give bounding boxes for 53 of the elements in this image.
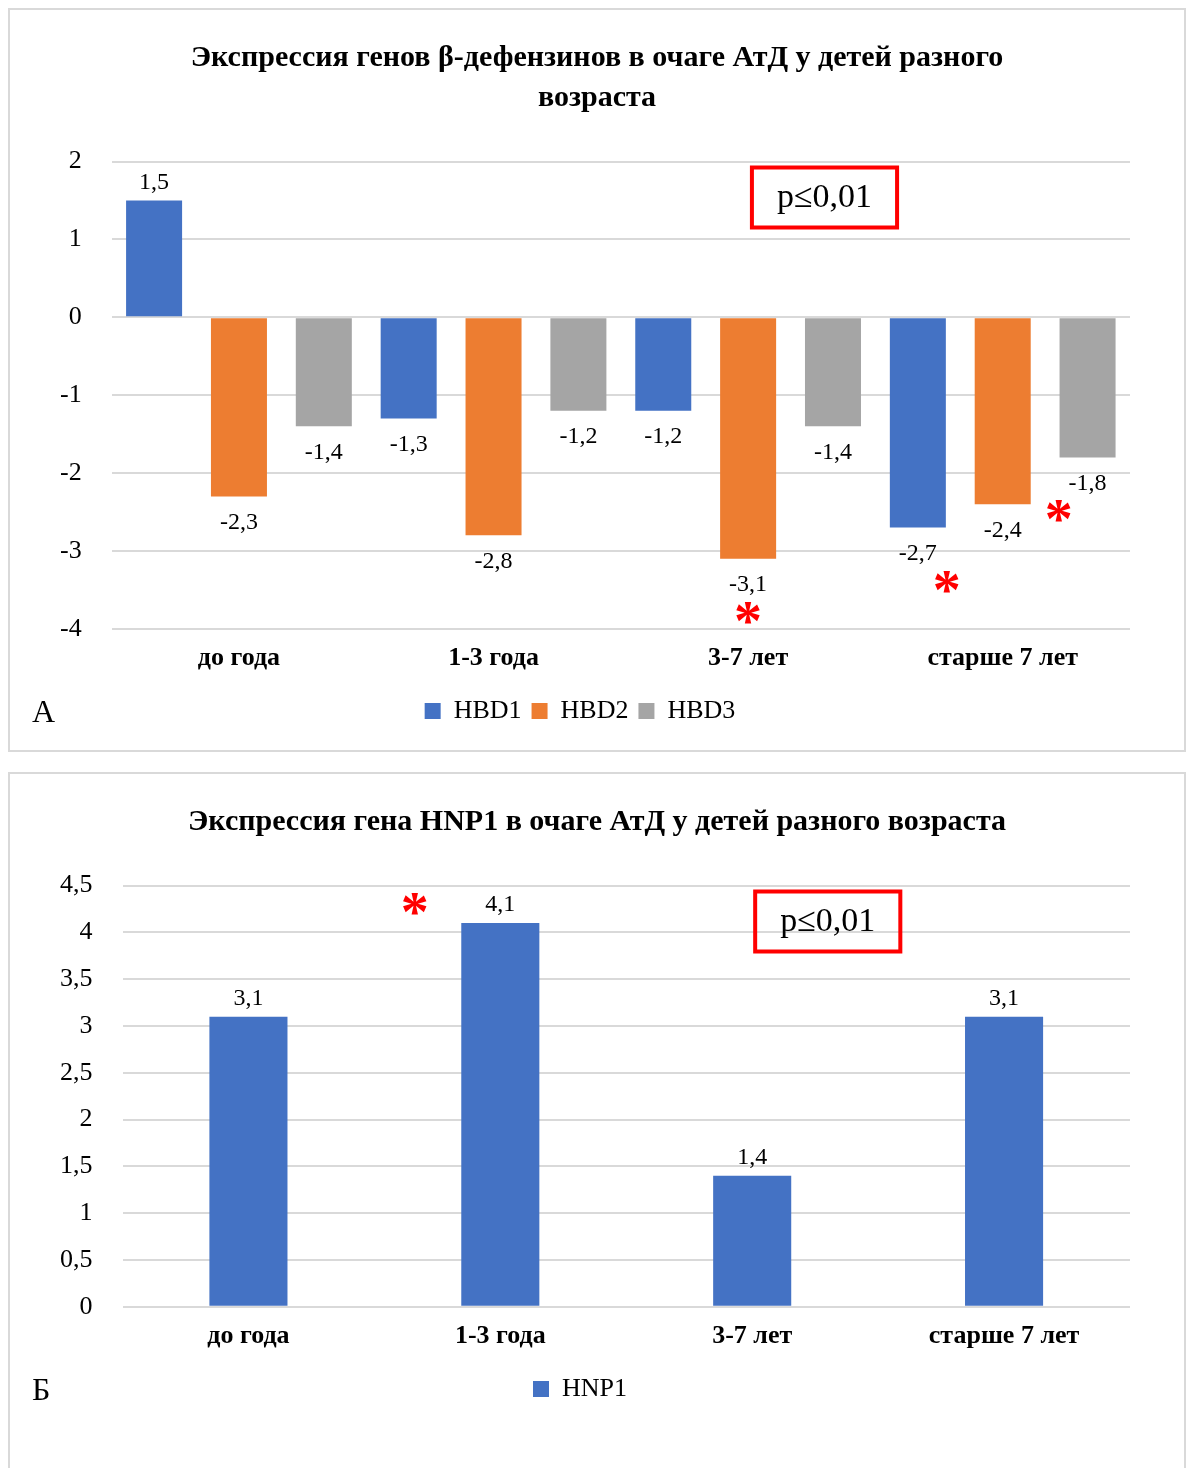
y-tick-label: 2: [79, 1103, 93, 1133]
y-tick-label: 0,5: [60, 1243, 93, 1273]
y-tick-label: 2,5: [60, 1056, 93, 1086]
data-label: -1,3: [389, 429, 428, 456]
data-label: 3,1: [233, 983, 264, 1010]
bar: [713, 1175, 792, 1306]
y-tick-label: 1,5: [60, 1150, 93, 1180]
y-tick-label: 2: [68, 145, 82, 175]
x-tick-label: до года: [207, 1320, 290, 1350]
legend-label: HBD2: [560, 694, 629, 724]
y-tick-label: -1: [59, 379, 82, 409]
y-tick-label: 1: [79, 1197, 93, 1227]
data-label: -1,2: [644, 422, 683, 449]
x-tick-label: 1-3 года: [454, 1320, 546, 1350]
chart-title: Экспрессия гена HNP1 в очаге АтД у детей разного возраста: [187, 802, 1007, 838]
legend-label: HNP1: [561, 1372, 628, 1402]
y-tick-label: 4: [79, 916, 93, 946]
data-label: -2,4: [983, 515, 1022, 542]
text: А: [32, 693, 56, 730]
annotation: p≤0,01: [776, 176, 873, 214]
legend-label: HBD3: [667, 694, 736, 724]
y-tick-label: 0: [79, 1290, 93, 1320]
data-label: -1,4: [304, 437, 343, 464]
data-label: -2,8: [474, 546, 513, 573]
data-label: -3,1: [729, 570, 768, 597]
y-tick-label: -3: [59, 534, 82, 564]
data-label: -2,3: [219, 507, 258, 534]
x-tick-label: старше 7 лет: [928, 1320, 1080, 1350]
data-label: -1,4: [813, 437, 852, 464]
annotation: *: [400, 880, 429, 943]
bar: [965, 1016, 1044, 1306]
data-label: 1,5: [139, 167, 170, 194]
data-label: -1,2: [559, 422, 598, 449]
bar: [209, 1016, 288, 1306]
x-tick-label: до года: [197, 642, 281, 672]
annotation: p≤0,01: [780, 900, 876, 938]
text: Б: [32, 1371, 51, 1408]
data-label: 1,4: [737, 1143, 768, 1170]
data-label: 4,1: [485, 890, 516, 917]
y-tick-label: 3: [79, 1009, 93, 1039]
bar: [461, 923, 540, 1306]
chart-title: Экспрессия генов β-дефензинов в очаге АтД у детей разного возраста: [189, 38, 1005, 114]
x-tick-label: 1-3 года: [448, 642, 539, 672]
x-tick-label: 3-7 лет: [712, 1320, 793, 1350]
y-tick-label: 3,5: [60, 963, 93, 993]
y-tick-label: 1: [68, 223, 82, 253]
y-tick-label: -2: [59, 456, 82, 486]
legend-label: HBD1: [453, 694, 522, 724]
y-tick-label: 4,5: [60, 869, 93, 899]
y-tick-label: 0: [68, 301, 82, 331]
y-tick-label: -4: [59, 612, 82, 642]
x-tick-label: старше 7 лет: [927, 642, 1079, 672]
data-label: 3,1: [989, 983, 1020, 1010]
